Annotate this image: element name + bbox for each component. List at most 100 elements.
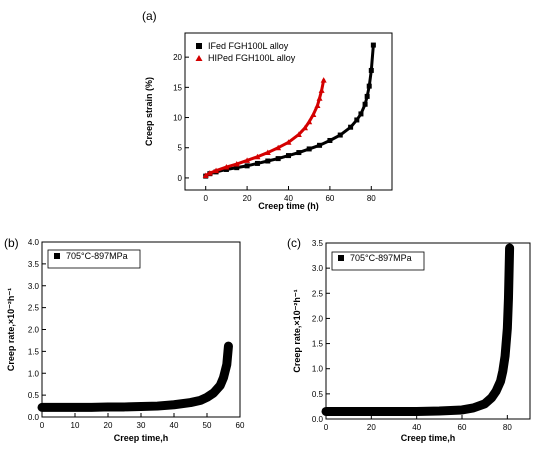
data-point	[264, 149, 271, 156]
panel-label: (b)	[4, 236, 19, 250]
y-tick-label: 20	[173, 53, 182, 62]
data-point	[105, 404, 111, 410]
data-point	[254, 160, 260, 166]
data-point	[39, 404, 45, 410]
series-1	[202, 77, 327, 179]
legend-box	[331, 251, 425, 271]
legend-marker	[196, 43, 202, 49]
plot-frame	[325, 242, 531, 420]
data-point	[254, 153, 261, 160]
data-point	[414, 408, 420, 414]
legend-marker	[195, 55, 203, 61]
data-point	[358, 111, 364, 117]
x-tick-label: 60	[236, 421, 245, 430]
data-point	[244, 157, 251, 163]
data-point	[504, 325, 510, 331]
x-tick-label: 40	[170, 421, 179, 430]
y-tick-label: 15	[173, 83, 182, 92]
y-tick-label: 0.5	[28, 391, 40, 400]
data-point	[391, 408, 397, 414]
data-point	[507, 245, 513, 251]
y-axis-label: Creep rate,×10⁻²h⁻¹	[6, 288, 16, 371]
data-point	[296, 150, 302, 156]
legend-box	[47, 249, 141, 269]
x-tick-label: 0	[324, 423, 329, 432]
x-tick-label: 0	[40, 421, 45, 430]
legend-label: 705°C-897MPa	[66, 251, 128, 261]
series-0	[37, 341, 233, 412]
series-0	[321, 243, 515, 416]
x-tick-label: 60	[325, 194, 334, 203]
x-tick-label: 20	[243, 194, 252, 203]
data-point	[364, 93, 370, 99]
data-point	[302, 124, 309, 131]
data-point	[197, 397, 203, 403]
y-tick-label: 1.0	[312, 365, 324, 374]
data-point	[171, 402, 177, 408]
legend: IFed FGH100L alloy HIPed FGH100L alloy	[195, 41, 296, 63]
data-point	[72, 404, 78, 410]
data-point	[346, 408, 352, 414]
x-tick-label: 10	[71, 421, 80, 430]
data-point	[362, 101, 368, 107]
chart-panel-0: (a) 0 20 40 60 80 0 5 10 15 20 Creep time (h) Creep …	[142, 9, 393, 211]
x-axis-label: Creep time,h	[114, 433, 169, 443]
data-point	[327, 137, 333, 143]
y-tick-label: 3.5	[312, 239, 324, 248]
legend: 705°C-897MPa	[47, 249, 141, 269]
y-tick-label: 5	[178, 144, 183, 153]
data-point	[366, 83, 372, 89]
x-tick-label: 60	[458, 423, 467, 432]
x-tick-label: 40	[412, 423, 421, 432]
data-point	[317, 142, 323, 148]
data-point	[370, 42, 376, 48]
y-tick-label: 1.5	[312, 340, 324, 349]
y-axis-label: Creep rate,×10⁻²h⁻¹	[292, 289, 302, 372]
data-point	[202, 172, 209, 179]
x-tick-label: 30	[137, 421, 146, 430]
data-point	[217, 383, 223, 388]
data-point	[89, 404, 94, 410]
legend-marker	[54, 253, 60, 259]
y-tick-label: 1.0	[28, 369, 40, 378]
data-point	[206, 170, 213, 176]
data-point	[498, 378, 504, 384]
data-point	[286, 153, 291, 159]
x-tick-label: 40	[284, 194, 293, 203]
data-point	[306, 146, 312, 152]
y-tick-label: 0	[178, 174, 183, 183]
data-point	[318, 87, 325, 93]
x-tick-label: 20	[367, 423, 376, 432]
data-point	[502, 353, 508, 359]
x-tick-label: 50	[203, 421, 212, 430]
y-tick-label: 0.0	[312, 415, 324, 424]
data-point	[493, 388, 499, 394]
data-point	[368, 408, 374, 414]
data-point	[155, 403, 160, 409]
data-point	[488, 395, 494, 401]
data-point	[122, 404, 127, 410]
data-point	[224, 362, 230, 367]
y-tick-label: 0.0	[28, 413, 40, 422]
y-tick-label: 3.0	[312, 264, 324, 273]
data-point	[244, 163, 250, 169]
legend: 705°C-897MPa	[331, 251, 425, 271]
legend-marker	[338, 255, 344, 261]
data-point	[368, 67, 374, 73]
y-tick-label: 2.0	[312, 314, 324, 323]
data-point	[320, 77, 327, 83]
chart-panel-1: (b) 0 10 20 30 40 50 60 0.0 0.5 1.0 1.5 2.0 2.5 3.0 3.5…	[4, 236, 245, 443]
data-point	[225, 343, 231, 349]
data-point	[316, 95, 323, 101]
x-tick-label: 0	[203, 194, 208, 203]
x-tick-label: 80	[367, 194, 376, 203]
y-tick-label: 1.5	[28, 347, 40, 356]
y-tick-label: 10	[173, 114, 182, 123]
data-point	[459, 407, 465, 413]
data-point	[211, 390, 217, 396]
data-point	[56, 404, 61, 410]
x-tick-label: 80	[503, 423, 512, 432]
y-tick-label: 3.0	[28, 282, 40, 291]
data-point	[265, 158, 271, 164]
